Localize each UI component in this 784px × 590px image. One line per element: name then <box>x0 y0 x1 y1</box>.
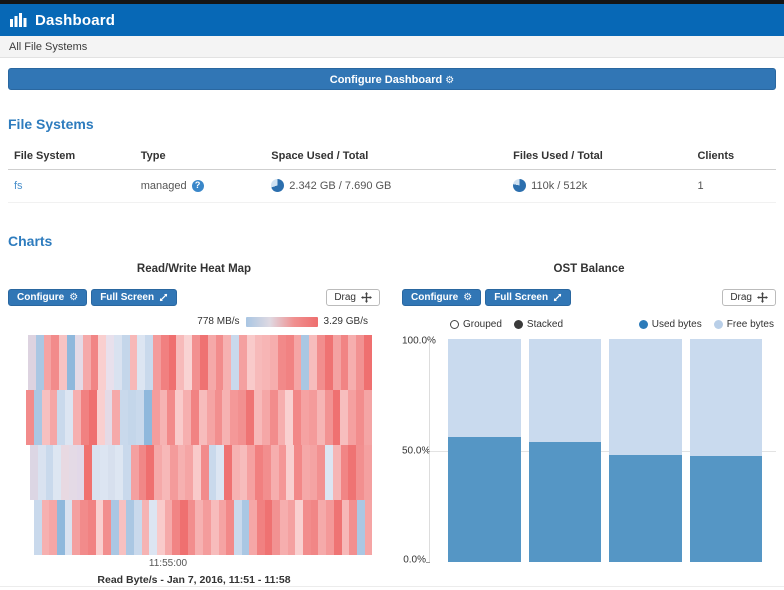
move-icon <box>757 292 768 303</box>
ost-controls-row: Grouped Stacked Used bytes Free bytes <box>402 319 776 330</box>
configure-button[interactable]: Configure ⚙ <box>402 289 481 306</box>
radio-stacked-label: Stacked <box>527 319 563 330</box>
type-value: managed <box>141 180 187 192</box>
file-systems-heading: File Systems <box>8 116 776 132</box>
axis-tick <box>426 339 430 340</box>
legend-free-label: Free bytes <box>727 319 774 330</box>
files-value: 110k / 512k <box>531 180 587 192</box>
configure-dashboard-label: Configure Dashboard <box>330 74 442 86</box>
dashboard-page: Dashboard All File Systems Configure Das… <box>0 0 784 590</box>
stacked-bar[interactable] <box>609 339 682 562</box>
gear-icon: ⚙ <box>69 293 78 303</box>
plot-area <box>429 339 776 562</box>
radio-grouped-label: Grouped <box>463 319 502 330</box>
col-type: Type <box>135 144 266 170</box>
heatmap-row[interactable] <box>26 390 372 445</box>
table-row: fs managed ? 2.342 GB / 7.690 GB <box>8 170 776 203</box>
heatmap-legend: 778 MB/s 3.29 GB/s <box>8 316 368 327</box>
free-bytes-dot-icon <box>714 320 723 329</box>
drag-button[interactable]: Drag <box>722 289 776 306</box>
breadcrumb: All File Systems <box>0 36 784 58</box>
files-usage-pie-icon <box>513 179 526 192</box>
heatmap-panel: Read/Write Heat Map Configure ⚙ Full Scr… <box>8 263 380 586</box>
heatmap-title: Read/Write Heat Map <box>8 263 380 275</box>
charts-row: Read/Write Heat Map Configure ⚙ Full Scr… <box>0 263 784 586</box>
move-icon <box>361 292 372 303</box>
page-bottom-divider <box>0 586 784 587</box>
navbar: Dashboard <box>0 4 784 36</box>
charts-heading: Charts <box>8 233 776 249</box>
x-axis-tick: 11:55:00 <box>126 558 210 569</box>
file-system-link[interactable]: fs <box>14 180 23 192</box>
radio-unselected-icon <box>450 320 459 329</box>
bar-chart-icon <box>10 13 27 27</box>
radio-grouped[interactable]: Grouped <box>450 319 502 330</box>
bar-chart-legend: Used bytes Free bytes <box>639 319 774 330</box>
table-header-row: File System Type Space Used / Total File… <box>8 144 776 170</box>
gear-icon: ⚙ <box>445 75 454 86</box>
space-usage-pie-icon <box>271 179 284 192</box>
legend-used-label: Used bytes <box>652 319 702 330</box>
used-bytes-dot-icon <box>639 320 648 329</box>
expand-icon <box>159 293 168 302</box>
heatmap-row[interactable] <box>30 445 372 500</box>
y-tick-50: 50.0% <box>402 445 426 456</box>
mode-radio-group: Grouped Stacked <box>450 319 563 330</box>
heatmap-toolbar: Configure ⚙ Full Screen Drag <box>8 289 380 306</box>
ost-toolbar: Configure ⚙ Full Screen Drag <box>402 289 776 306</box>
axis-tick <box>426 562 430 563</box>
space-value: 2.342 GB / 7.690 GB <box>289 180 391 192</box>
ost-balance-chart: 100.0% 50.0% 0.0% <box>402 339 776 562</box>
ost-balance-panel: OST Balance Configure ⚙ Full Screen Drag <box>402 263 776 586</box>
gear-icon: ⚙ <box>463 293 472 303</box>
bars <box>448 339 762 562</box>
heatmap-caption: Read Byte/s - Jan 7, 2016, 11:51 - 11:58 <box>8 574 380 586</box>
drag-button[interactable]: Drag <box>326 289 380 306</box>
configure-dashboard-button[interactable]: Configure Dashboard ⚙ <box>8 68 776 90</box>
heatmap-row[interactable] <box>34 500 372 555</box>
radio-selected-icon <box>514 320 523 329</box>
heatmap-gradient <box>246 317 318 327</box>
full-screen-label: Full Screen <box>100 292 154 303</box>
heatmap-row[interactable] <box>28 335 372 390</box>
expand-icon <box>553 293 562 302</box>
full-screen-button[interactable]: Full Screen <box>485 289 571 306</box>
page-title: Dashboard <box>35 12 115 29</box>
full-screen-button[interactable]: Full Screen <box>91 289 177 306</box>
configure-label: Configure <box>17 292 64 303</box>
y-tick-0: 0.0% <box>402 554 426 565</box>
file-systems-table: File System Type Space Used / Total File… <box>8 144 776 203</box>
legend-max-label: 3.29 GB/s <box>324 316 368 327</box>
drag-label: Drag <box>730 292 752 303</box>
full-screen-label: Full Screen <box>494 292 548 303</box>
stacked-bar[interactable] <box>690 339 763 562</box>
radio-stacked[interactable]: Stacked <box>514 319 563 330</box>
configure-button[interactable]: Configure ⚙ <box>8 289 87 306</box>
col-space: Space Used / Total <box>265 144 507 170</box>
heatmap[interactable] <box>18 335 372 555</box>
ost-balance-title: OST Balance <box>402 263 776 275</box>
stacked-bar[interactable] <box>529 339 602 562</box>
col-clients: Clients <box>691 144 776 170</box>
legend-free-bytes[interactable]: Free bytes <box>714 319 774 330</box>
legend-min-label: 778 MB/s <box>197 316 239 327</box>
legend-used-bytes[interactable]: Used bytes <box>639 319 702 330</box>
drag-label: Drag <box>334 292 356 303</box>
help-icon[interactable]: ? <box>192 180 204 192</box>
y-tick-100: 100.0% <box>402 336 426 347</box>
clients-value: 1 <box>697 180 703 192</box>
stacked-bar[interactable] <box>448 339 521 562</box>
col-files: Files Used / Total <box>507 144 691 170</box>
breadcrumb-label[interactable]: All File Systems <box>9 41 87 53</box>
configure-label: Configure <box>411 292 458 303</box>
col-file-system: File System <box>8 144 135 170</box>
